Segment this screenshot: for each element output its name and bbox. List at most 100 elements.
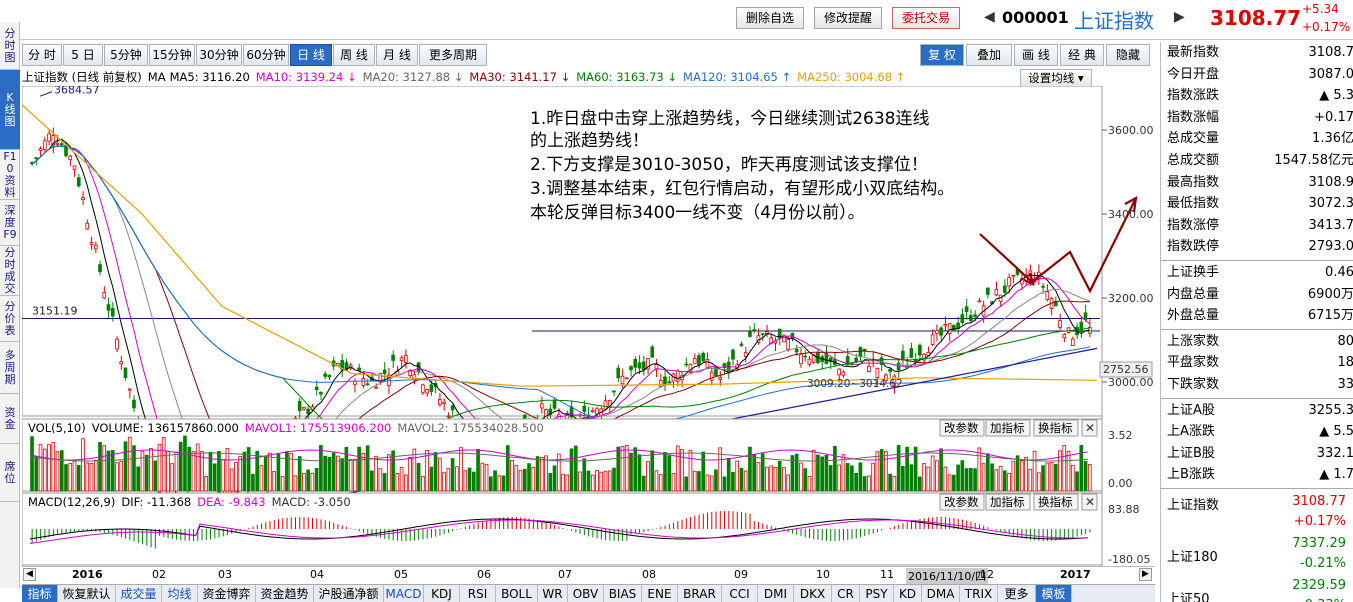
left-tab-1[interactable]: K线图 (0, 70, 20, 150)
modify-alert-button[interactable]: 修改提醒 (814, 7, 882, 29)
indicator-tab-0[interactable]: 指标 (22, 585, 58, 602)
delete-watch-button[interactable]: 删除自选 (736, 7, 804, 29)
indicator-tab-15[interactable]: BRAR (678, 585, 722, 602)
period-tab-7[interactable]: 周 线 (333, 44, 375, 66)
index-row-0[interactable]: 上证指数 3108.77 +0.17% (1165, 492, 1353, 534)
scroll-left-icon[interactable]: ◀ (23, 568, 36, 581)
macd-params-button[interactable] (939, 493, 985, 511)
indicator-tab-1[interactable]: 恢复默认 (58, 585, 116, 602)
indicator-tab-3[interactable]: 均线 (162, 585, 198, 602)
left-tab-6[interactable]: 多周期 (0, 342, 20, 394)
left-tab-0[interactable]: 分时图 (0, 22, 20, 70)
period-tab-1[interactable]: 5 日 (63, 44, 103, 66)
indicator-tab-21[interactable]: KD (894, 585, 922, 602)
candle-body (102, 292, 107, 299)
vol-params-button[interactable] (939, 419, 985, 437)
vol-close-button[interactable] (1081, 419, 1098, 437)
macd-swap-button[interactable] (1033, 493, 1079, 511)
left-tab-5[interactable]: 分价表 (0, 296, 20, 342)
volume-bar (947, 474, 952, 492)
volume-bar (824, 455, 829, 492)
vol-add-button[interactable] (985, 419, 1031, 437)
quote-label: 总成交量 (1167, 131, 1220, 147)
index-row-1[interactable]: 上证180 7337.29 -0.21% (1165, 534, 1353, 576)
indicator-tab-18[interactable]: DKX (794, 585, 832, 602)
tool-tab-1[interactable]: 叠加 (966, 44, 1012, 66)
candle-body (59, 143, 64, 146)
left-tab-2[interactable]: F10资料 (0, 150, 20, 200)
ma-settings-button[interactable]: 设置均线 ▾ (1020, 69, 1092, 87)
tool-tab-4[interactable]: 隐藏 (1106, 44, 1150, 66)
indicator-tab-12[interactable]: OBV (568, 585, 604, 602)
volume-bar (34, 456, 39, 492)
hline-label: 3151.19 (32, 305, 78, 318)
macd-close-button[interactable] (1081, 493, 1098, 511)
volume-bar (285, 451, 289, 492)
indicator-tab-7[interactable]: MACD (384, 585, 424, 602)
vol-swap-button[interactable] (1033, 419, 1079, 437)
volume-bar (238, 456, 242, 492)
next-stock-icon[interactable]: ▶ (1174, 9, 1185, 25)
period-tab-3[interactable]: 15分钟 (149, 44, 195, 66)
volume-bar (106, 450, 111, 492)
indicator-tab-24[interactable]: 更多 (998, 585, 1036, 602)
period-tab-4[interactable]: 30分钟 (196, 44, 242, 66)
volume-bar (72, 460, 77, 492)
tool-tab-0[interactable]: 复 权 (920, 44, 964, 66)
candle-body (612, 390, 616, 393)
quote-label: 下跌家数 (1167, 377, 1220, 392)
indicator-tab-5[interactable]: 资金趋势 (256, 585, 314, 602)
scroll-right-icon[interactable]: ▶ (1139, 568, 1152, 581)
candle-body (969, 315, 973, 322)
left-tab-3[interactable]: 深度F9 (0, 200, 20, 246)
candle-body (446, 415, 451, 418)
period-tab-9[interactable]: 更多周期 (419, 44, 487, 66)
indicator-tab-8[interactable]: KDJ (424, 585, 460, 602)
period-tab-0[interactable]: 分 时 (22, 44, 62, 66)
period-tab-6[interactable]: 日 线 (290, 44, 332, 66)
indicator-tab-25[interactable]: 模板 (1036, 585, 1072, 602)
indicator-tab-6[interactable]: 沪股通净额 (314, 585, 384, 602)
volume-bar (229, 468, 234, 492)
period-tab-8[interactable]: 月 线 (376, 44, 418, 66)
left-tab-4[interactable]: 分时成交 (0, 246, 20, 296)
indicator-tab-11[interactable]: WR (538, 585, 568, 602)
indicator-tab-22[interactable]: DMA (922, 585, 960, 602)
indicator-tab-19[interactable]: CR (832, 585, 860, 602)
index-row-2[interactable]: 上证50 2329.59 -0.33% (1165, 576, 1353, 602)
period-tab-5[interactable]: 60分钟 (243, 44, 289, 66)
indicator-tab-13[interactable]: BIAS (604, 585, 642, 602)
volume-bar (561, 473, 565, 492)
volume-bar (395, 473, 400, 492)
volume-bar (578, 471, 582, 492)
left-tab-8[interactable]: 席位 (0, 444, 20, 502)
indicator-tab-14[interactable]: ENE (642, 585, 678, 602)
indicator-tab-4[interactable]: 资金博弈 (198, 585, 256, 602)
left-tab-7[interactable]: 资金 (0, 394, 20, 444)
volume-bar (569, 448, 574, 492)
candle-body (743, 351, 748, 358)
indicator-tab-2[interactable]: 成交量 (116, 585, 162, 602)
entrust-trade-button[interactable]: 委托交易 (892, 7, 960, 29)
indicator-tab-9[interactable]: RSI (460, 585, 496, 602)
indicator-tab-17[interactable]: DMI (758, 585, 794, 602)
candle-body (595, 408, 599, 415)
indicator-tab-20[interactable]: PSY (860, 585, 894, 602)
volume-bar (922, 463, 926, 492)
volume-bar (365, 445, 370, 492)
candle-body (658, 379, 663, 387)
volume-bar (1041, 465, 1045, 492)
volume-bar (845, 463, 850, 492)
tool-tab-2[interactable]: 画 线 (1014, 44, 1058, 66)
indicator-tab-23[interactable]: TRIX (960, 585, 998, 602)
ma-value-3: MA30: 3141.17 ↓ (469, 70, 571, 84)
indicator-tab-16[interactable]: CCI (722, 585, 758, 602)
macd-add-button[interactable] (985, 493, 1031, 511)
quote-label: 上A涨跌 (1167, 424, 1215, 440)
indicator-tab-10[interactable]: BOLL (496, 585, 538, 602)
tool-tab-3[interactable]: 经 典 (1060, 44, 1104, 66)
candle-body (603, 400, 608, 410)
prev-stock-icon[interactable]: ◀ (984, 9, 995, 25)
period-tab-2[interactable]: 5分钟 (104, 44, 148, 66)
